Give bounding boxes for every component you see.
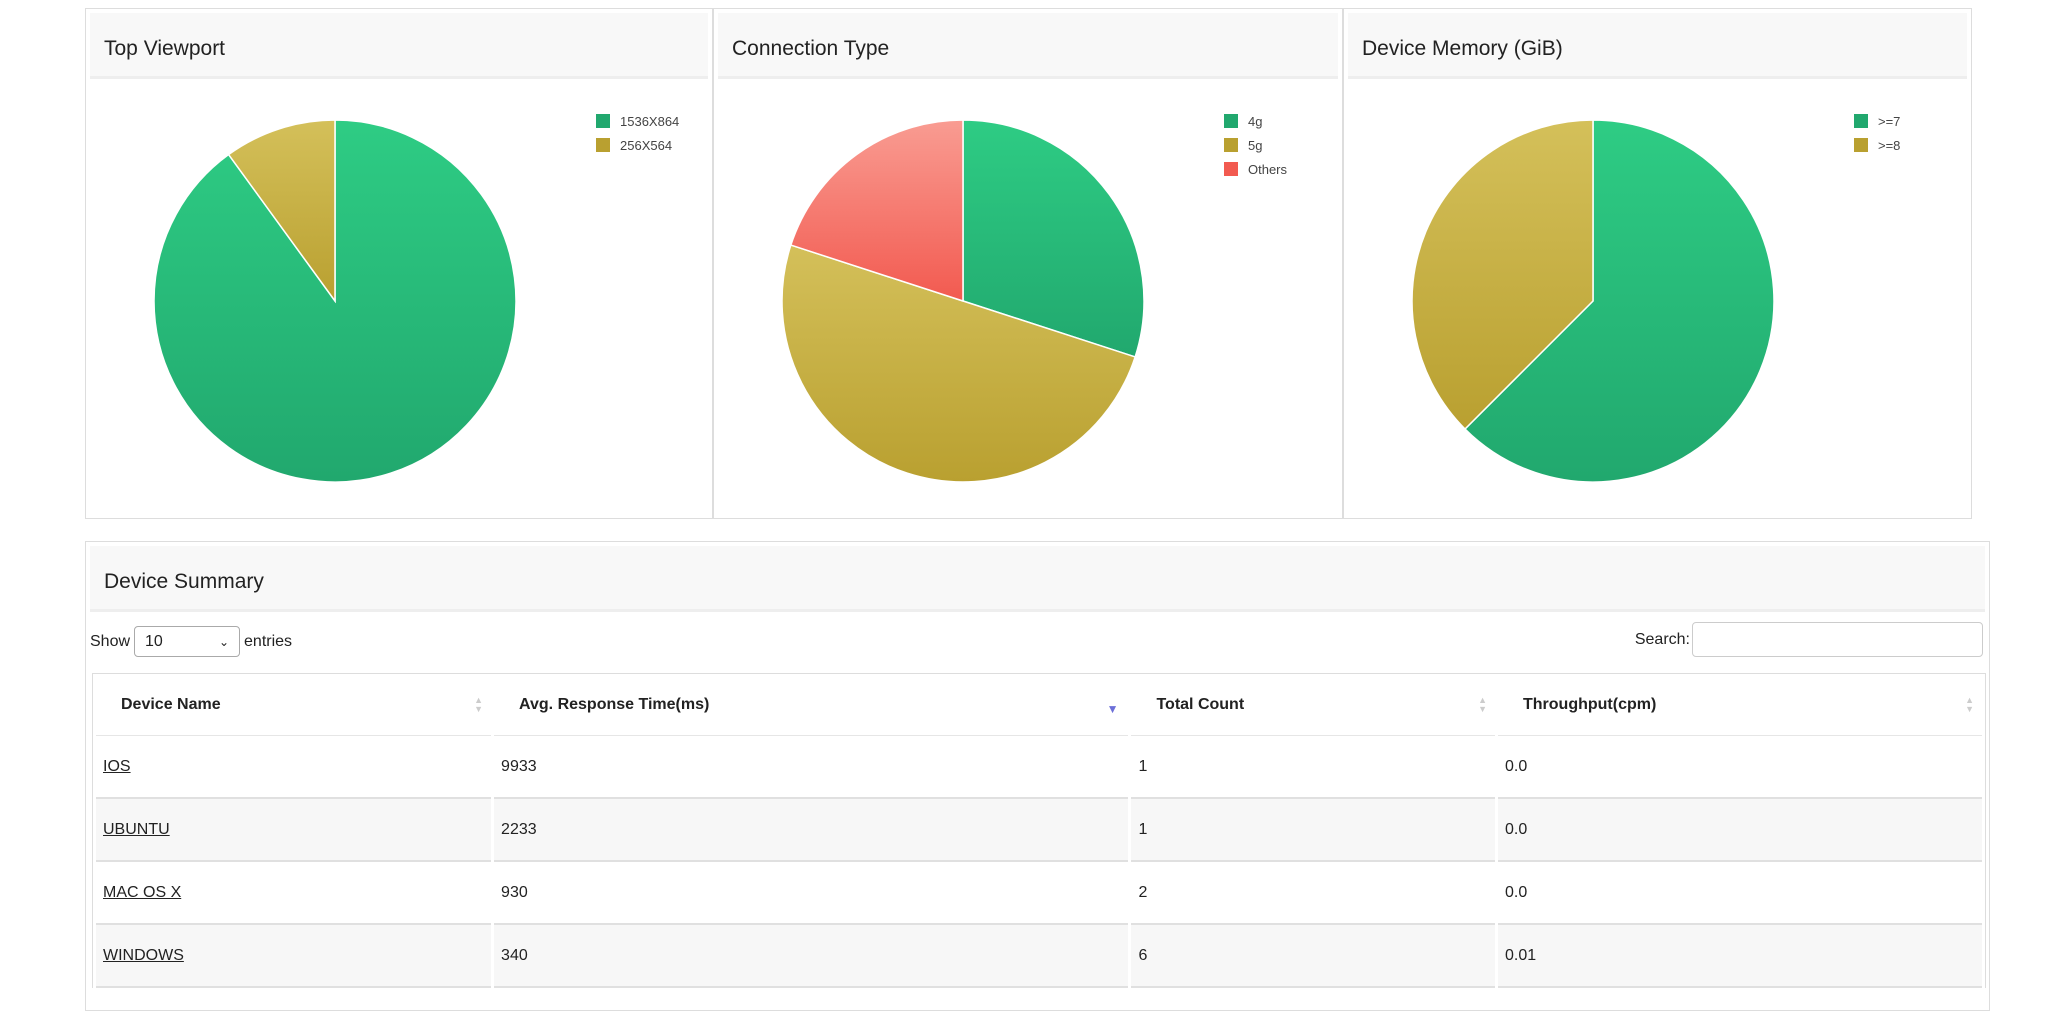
legend-item[interactable]: >=7	[1854, 109, 1900, 133]
legend-swatch	[596, 138, 610, 152]
table-row: MAC OS X 930 2 0.0	[96, 862, 1982, 925]
legend-label: >=7	[1878, 113, 1901, 129]
legend-item[interactable]: 5g	[1224, 133, 1287, 157]
legend-swatch	[1854, 138, 1868, 152]
legend-label: 1536X864	[620, 113, 680, 129]
table-cell: 2	[1131, 862, 1495, 925]
table-row: UBUNTU 2233 1 0.0	[96, 799, 1982, 862]
pie-chart	[1411, 119, 1775, 483]
sort-icon: ▲ ▼	[474, 695, 484, 714]
legend-swatch	[1224, 138, 1238, 152]
column-header[interactable]: Total Count ▲ ▼	[1131, 674, 1495, 736]
panel-header: Device Summary	[90, 546, 1985, 612]
table-cell: 6	[1131, 925, 1495, 988]
device-name-cell: MAC OS X	[96, 862, 492, 925]
legend-item[interactable]: >=8	[1854, 133, 1900, 157]
panel-header: Connection Type	[718, 13, 1338, 79]
column-label: Avg. Response Time(ms)	[519, 695, 710, 713]
table-cell: 0.01	[1498, 925, 1982, 988]
pie-slice-5g[interactable]	[781, 244, 1137, 483]
table-cell: 340	[494, 925, 1129, 988]
legend-label: 256X564	[620, 137, 673, 153]
pie-slice-8[interactable]	[1411, 119, 1594, 431]
column-header[interactable]: Throughput(cpm) ▲ ▼	[1498, 674, 1982, 736]
panel-header: Device Memory (GiB)	[1348, 13, 1967, 79]
table-cell: 1	[1131, 736, 1495, 799]
device-link[interactable]: IOS	[103, 757, 131, 775]
device-name-cell: WINDOWS	[96, 925, 492, 988]
entries-value: 10	[145, 632, 163, 650]
legend-label: 4g	[1248, 113, 1263, 129]
chart-legend: 4g 5g Others	[1224, 109, 1287, 181]
chart-panel-top-viewport: Top Viewport 1536X864 256X564	[85, 8, 713, 519]
device-summary-panel: Device Summary Show 10 ⌄ entries Search: …	[85, 541, 1990, 1011]
entries-label: entries	[244, 632, 293, 650]
pie-chart	[153, 119, 517, 483]
pie-slice-256x564[interactable]	[227, 119, 336, 304]
show-label: Show	[90, 632, 131, 650]
device-link[interactable]: WINDOWS	[103, 946, 184, 964]
device-name-cell: IOS	[96, 736, 492, 799]
panel-title: Top Viewport	[104, 37, 226, 60]
legend-item[interactable]: 256X564	[596, 133, 679, 157]
entries-control: Show 10 ⌄ entries	[90, 626, 292, 657]
legend-item[interactable]: 4g	[1224, 109, 1287, 133]
column-label: Throughput(cpm)	[1523, 695, 1657, 713]
table-row: IOS 9933 1 0.0	[96, 736, 1982, 799]
legend-swatch	[1854, 114, 1868, 128]
device-table: Device Name ▲ ▼ Avg. Response Time(ms) ▼ Tota…	[92, 673, 1986, 988]
pie-slice-4g[interactable]	[962, 119, 1145, 358]
pie-slice-7[interactable]	[1463, 119, 1775, 483]
entries-select[interactable]: 10 ⌄	[134, 626, 241, 657]
pie-chart	[781, 119, 1145, 483]
table-cell: 930	[494, 862, 1129, 925]
legend-label: >=8	[1878, 137, 1901, 153]
table-cell: 0.0	[1498, 799, 1982, 862]
column-label: Total Count	[1156, 695, 1245, 713]
column-header[interactable]: Device Name ▲ ▼	[96, 674, 492, 736]
table-cell: 0.0	[1498, 736, 1982, 799]
legend-label: 5g	[1248, 137, 1263, 153]
sort-icon: ▲ ▼	[1965, 695, 1974, 714]
panel-title: Connection Type	[732, 37, 890, 60]
device-link[interactable]: UBUNTU	[103, 820, 170, 838]
device-link[interactable]: MAC OS X	[103, 883, 182, 901]
search-input[interactable]	[1692, 622, 1983, 657]
panel-title: Device Summary	[104, 570, 264, 593]
legend-item[interactable]: Others	[1224, 157, 1287, 181]
chart-legend: 1536X864 256X564	[596, 109, 679, 157]
table-row: WINDOWS 340 6 0.01	[96, 925, 1982, 988]
table-cell: 0.0	[1498, 862, 1982, 925]
legend-label: Others	[1248, 161, 1288, 177]
panel-title: Device Memory (GiB)	[1362, 37, 1563, 60]
column-header[interactable]: Avg. Response Time(ms) ▼	[494, 674, 1129, 736]
chart-panel-connection-type: Connection Type 4g 5g Others	[713, 8, 1343, 519]
column-label: Device Name	[121, 695, 221, 713]
pie-slice-others[interactable]	[789, 119, 964, 303]
chart-legend: >=7 >=8	[1854, 109, 1900, 157]
chart-panel-device-memory: Device Memory (GiB) >=7 >=8	[1343, 8, 1972, 519]
sort-icon: ▲ ▼	[1478, 695, 1487, 714]
chevron-down-icon: ⌄	[218, 634, 230, 649]
table-cell: 2233	[494, 799, 1129, 862]
sort-desc-icon: ▼	[1106, 702, 1119, 716]
search-control: Search:	[1635, 622, 1983, 657]
panel-header: Top Viewport	[90, 13, 708, 79]
legend-swatch	[1224, 114, 1238, 128]
legend-swatch	[596, 114, 610, 128]
table-cell: 1	[1131, 799, 1495, 862]
legend-swatch	[1224, 162, 1238, 176]
search-label: Search:	[1634, 630, 1690, 648]
legend-item[interactable]: 1536X864	[596, 109, 679, 133]
device-name-cell: UBUNTU	[96, 799, 492, 862]
table-cell: 9933	[494, 736, 1129, 799]
